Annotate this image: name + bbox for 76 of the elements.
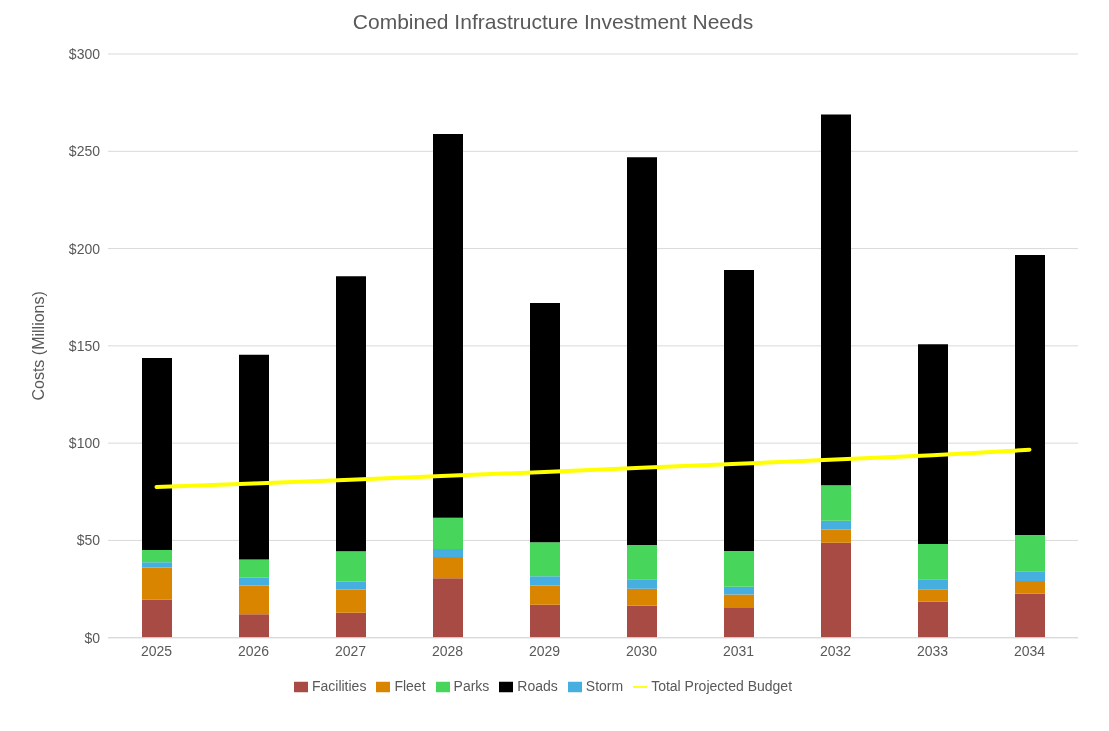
bar	[239, 577, 269, 586]
bar	[142, 562, 172, 568]
bar	[1015, 534, 1045, 572]
bar	[530, 542, 560, 577]
bar	[142, 599, 172, 638]
x-tick-label: 2028	[431, 642, 464, 659]
bar	[627, 588, 657, 606]
x-tick-label: 2025	[140, 642, 173, 659]
x-tick-label: 2026	[237, 642, 270, 659]
line-series	[154, 447, 1032, 489]
bar	[627, 579, 657, 589]
bar	[821, 485, 851, 521]
bar	[724, 551, 754, 587]
chart-title: Combined Infrastructure Investment Needs	[351, 10, 755, 34]
bar	[821, 529, 851, 543]
bar	[142, 549, 172, 563]
y-tick-label: $250	[68, 143, 101, 160]
x-tick-label: 2033	[916, 642, 949, 659]
bar	[433, 578, 463, 638]
bar	[336, 589, 366, 613]
bar	[142, 357, 172, 550]
bar	[821, 114, 851, 486]
legend-label: Total Projected Budget	[651, 677, 793, 694]
bar	[918, 544, 948, 580]
bar	[433, 548, 463, 557]
x-tick-label: 2029	[528, 642, 561, 659]
bar	[239, 559, 269, 578]
bar	[918, 579, 948, 590]
bar	[918, 589, 948, 602]
x-tick-label: 2034	[1013, 642, 1046, 659]
x-tick-label: 2032	[819, 642, 852, 659]
x-tick-label: 2030	[625, 642, 658, 659]
bar	[821, 542, 851, 638]
bar	[142, 567, 172, 600]
bar	[433, 556, 463, 579]
bar	[627, 157, 657, 545]
x-tick-label: 2027	[334, 642, 367, 659]
bar	[627, 605, 657, 638]
bar	[627, 544, 657, 580]
bar	[433, 517, 463, 549]
bar	[724, 586, 754, 595]
bar	[724, 607, 754, 638]
bar	[1015, 593, 1045, 638]
y-tick-label: $150	[68, 337, 101, 354]
y-tick-label: $0	[84, 629, 101, 646]
bar	[1015, 254, 1045, 535]
y-tick-label: $50	[76, 532, 101, 549]
x-tick-label: 2031	[722, 642, 755, 659]
bar	[336, 551, 366, 582]
legend-label: Parks	[453, 677, 490, 694]
legend-label: Roads	[517, 677, 558, 694]
bar	[918, 601, 948, 638]
y-axis-title: Costs (Millions)	[29, 291, 47, 401]
bar	[1015, 581, 1045, 594]
bar	[433, 133, 463, 518]
bar	[530, 576, 560, 586]
bar	[336, 276, 366, 552]
legend-label: Fleet	[394, 677, 426, 694]
bar	[724, 269, 754, 552]
bar	[530, 303, 560, 543]
bar	[336, 612, 366, 638]
legend-label: Facilities	[311, 677, 367, 694]
y-tick-label: $200	[68, 240, 101, 257]
bar	[724, 594, 754, 608]
bar	[239, 354, 269, 560]
legend-label: Storm	[585, 677, 624, 694]
y-tick-label: $100	[68, 435, 101, 452]
bar	[530, 585, 560, 605]
bar	[530, 604, 560, 638]
bar	[918, 344, 948, 545]
bar	[239, 614, 269, 638]
bar	[1015, 571, 1045, 582]
bar	[821, 520, 851, 530]
bar	[336, 581, 366, 590]
y-tick-label: $300	[68, 45, 101, 62]
bar	[239, 585, 269, 615]
